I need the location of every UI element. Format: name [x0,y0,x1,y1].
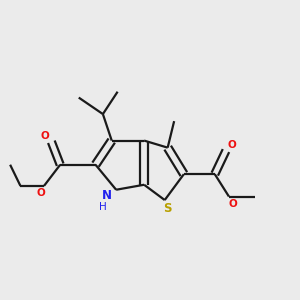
Text: H: H [99,202,107,212]
Text: S: S [163,202,171,215]
Text: N: N [102,189,112,202]
Text: O: O [227,140,236,150]
Text: O: O [37,188,45,198]
Text: O: O [229,199,238,209]
Text: O: O [40,131,49,142]
